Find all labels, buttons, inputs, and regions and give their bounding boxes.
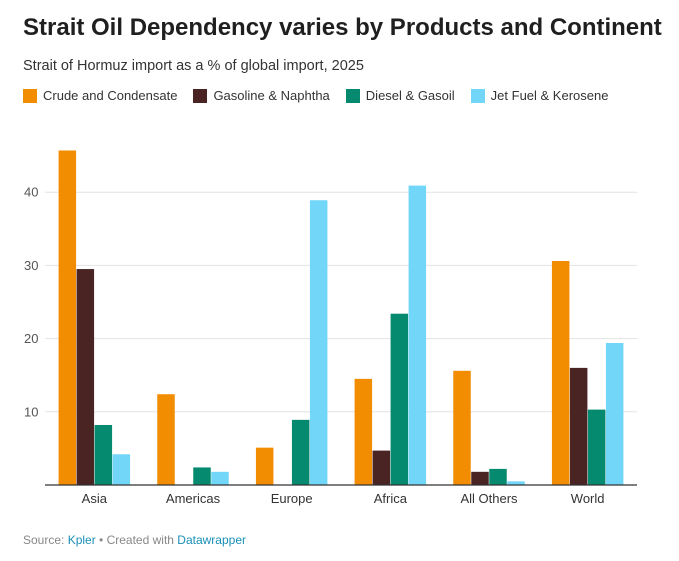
- source-link[interactable]: Kpler: [67, 533, 96, 547]
- bars: [58, 150, 624, 486]
- datawrapper-link[interactable]: Datawrapper: [177, 533, 246, 547]
- gridlines: [45, 191, 637, 413]
- legend-item-crude: Crude and Condensate: [23, 88, 177, 103]
- bar-asia-gasoline-naphtha: [76, 269, 95, 485]
- bar-europe-jet-fuel-kerosene: [309, 200, 328, 485]
- bar-africa-crude-and-condensate: [354, 378, 373, 485]
- legend-item-gasoline: Gasoline & Naphtha: [193, 88, 330, 103]
- legend: Crude and Condensate Gasoline & Naphtha …: [23, 88, 624, 103]
- bar-all-others-diesel-gasoil: [489, 468, 507, 485]
- legend-swatch-jet-fuel: [470, 88, 485, 103]
- bar-all-others-gasoline-naphtha: [471, 471, 489, 485]
- bar-africa-jet-fuel-kerosene: [408, 185, 427, 486]
- x-tick-label-europe: Europe: [271, 491, 313, 506]
- legend-label-jet-fuel: Jet Fuel & Kerosene: [490, 88, 609, 103]
- legend-label-crude: Crude and Condensate: [43, 88, 178, 103]
- chart-subtitle: Strait of Hormuz import as a % of global…: [23, 58, 364, 74]
- x-tick-label-asia: Asia: [82, 491, 108, 506]
- y-tick-label-20: 20: [24, 331, 38, 346]
- source-note: Source: Kpler • Created with Datawrapper: [23, 533, 246, 547]
- legend-swatch-crude: [23, 88, 37, 103]
- bar-all-others-jet-fuel-kerosene: [507, 481, 525, 485]
- legend-item-diesel: Diesel & Gasoil: [345, 88, 455, 103]
- y-tick-label-40: 40: [24, 185, 38, 200]
- legend-item-jet-fuel: Jet Fuel & Kerosene: [470, 88, 609, 103]
- x-tick-label-africa: Africa: [374, 491, 408, 506]
- bar-americas-crude-and-condensate: [157, 394, 175, 485]
- bar-europe-diesel-gasoil: [291, 419, 310, 485]
- source-prefix: Source:: [23, 533, 68, 547]
- bar-world-diesel-gasoil: [587, 409, 606, 485]
- bar-africa-gasoline-naphtha: [372, 450, 391, 485]
- axis-labels: 10 20 30 40 Asia Americas Europe Africa All Othe…: [24, 185, 605, 506]
- bar-asia-crude-and-condensate: [58, 150, 77, 486]
- bar-asia-diesel-gasoil: [94, 424, 113, 485]
- bar-asia-jet-fuel-kerosene: [112, 454, 131, 485]
- y-tick-label-30: 30: [24, 258, 38, 273]
- y-tick-label-10: 10: [24, 404, 38, 419]
- legend-swatch-diesel: [345, 88, 360, 103]
- x-tick-label-world: World: [571, 491, 605, 506]
- x-tick-label-all-others: All Others: [460, 491, 518, 506]
- legend-swatch-gasoline: [193, 88, 208, 103]
- chart-title: Strait Oil Dependency varies by Products…: [23, 14, 662, 41]
- bar-world-gasoline-naphtha: [569, 367, 588, 485]
- x-tick-label-americas: Americas: [166, 491, 221, 506]
- bar-africa-diesel-gasoil: [390, 313, 409, 485]
- bar-americas-jet-fuel-kerosene: [211, 471, 229, 485]
- source-middle: • Created with: [95, 533, 178, 547]
- bar-world-crude-and-condensate: [551, 261, 570, 485]
- bar-americas-diesel-gasoil: [193, 467, 211, 485]
- legend-label-diesel: Diesel & Gasoil: [365, 88, 455, 103]
- bar-europe-crude-and-condensate: [255, 447, 274, 485]
- bar-world-jet-fuel-kerosene: [605, 342, 624, 485]
- legend-label-gasoline: Gasoline & Naphtha: [213, 88, 330, 103]
- bar-all-others-crude-and-condensate: [453, 370, 471, 485]
